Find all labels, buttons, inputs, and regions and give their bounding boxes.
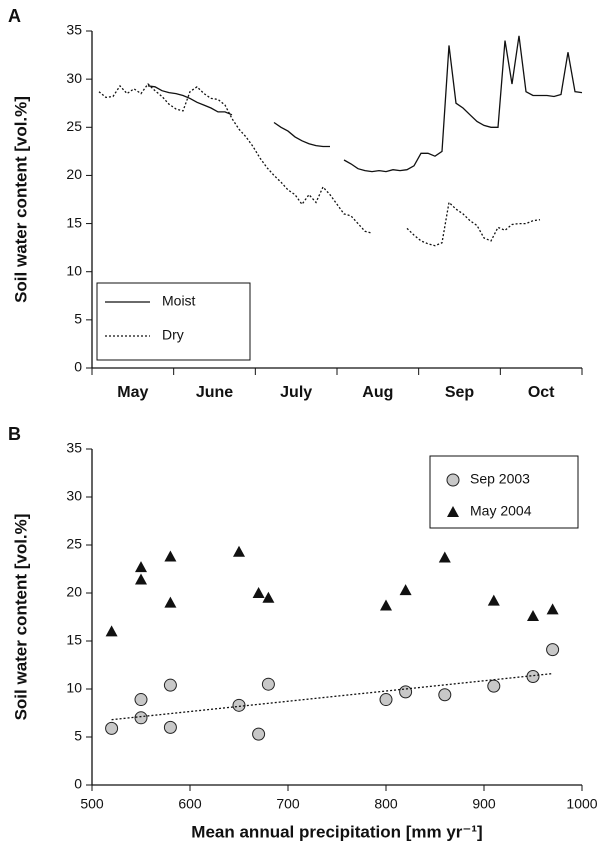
y-tick-label: 35	[66, 440, 82, 456]
point	[262, 591, 275, 603]
y-tick-label: 20	[66, 584, 82, 600]
x-axis-label: Mean annual precipitation [mm yr⁻¹]	[191, 822, 482, 841]
y-tick-label: 30	[66, 70, 82, 86]
y-tick-label: 25	[66, 536, 82, 552]
y-tick-label: 0	[74, 359, 82, 375]
legend-label: Sep 2003	[470, 471, 530, 487]
x-tick-label: Aug	[362, 384, 393, 401]
trend-line	[111, 672, 553, 721]
y-tick-label: 15	[66, 214, 82, 230]
y-tick-label: 10	[66, 680, 82, 696]
x-tick-label: 600	[178, 796, 202, 812]
point	[252, 727, 266, 741]
x-tick-label: 700	[276, 796, 300, 812]
x-tick-label: 500	[80, 796, 104, 812]
y-tick-label: 0	[74, 776, 82, 792]
point	[526, 670, 540, 684]
point	[399, 685, 413, 699]
legend-label: Moist	[162, 293, 196, 309]
point	[135, 561, 147, 573]
y-tick-label: 30	[66, 488, 82, 504]
x-tick-label: July	[280, 384, 312, 401]
y-axis-label: Soil water content [vol.%]	[11, 514, 30, 721]
point	[261, 677, 275, 691]
y-tick-label: 35	[66, 22, 82, 38]
point	[546, 603, 559, 615]
point	[546, 643, 560, 657]
legend-marker	[447, 506, 459, 517]
point	[379, 693, 393, 707]
legend-marker	[446, 473, 460, 487]
point	[380, 599, 392, 611]
point	[163, 678, 177, 692]
point	[233, 545, 245, 557]
point	[105, 625, 118, 637]
y-tick-label: 25	[66, 118, 82, 134]
x-tick-label: Sep	[445, 384, 475, 401]
point	[399, 584, 412, 596]
x-tick-label: June	[196, 384, 233, 401]
y-axis-label: Soil water content [vol.%]	[11, 96, 30, 303]
x-tick-label: 1000	[566, 796, 597, 812]
series-line	[98, 83, 541, 247]
point	[164, 550, 177, 562]
panel-label: B	[8, 424, 21, 444]
point	[527, 610, 539, 622]
point	[163, 720, 177, 734]
point	[134, 711, 148, 725]
x-tick-label: 900	[472, 796, 496, 812]
series-line	[147, 35, 583, 173]
point	[487, 679, 501, 693]
point	[487, 594, 500, 606]
y-tick-label: 5	[74, 311, 82, 327]
point	[252, 587, 265, 598]
point	[134, 693, 148, 707]
x-tick-label: Oct	[528, 384, 555, 401]
legend-label: May 2004	[470, 503, 532, 519]
point	[232, 698, 246, 712]
y-tick-label: 15	[66, 632, 82, 648]
legend-box	[96, 282, 251, 361]
x-tick-label: 800	[374, 796, 398, 812]
x-tick-label: May	[117, 384, 148, 401]
point	[135, 573, 147, 585]
y-tick-label: 5	[74, 728, 82, 744]
point	[438, 551, 451, 563]
legend-label: Dry	[162, 327, 184, 343]
y-tick-label: 10	[66, 262, 82, 278]
y-tick-label: 20	[66, 166, 82, 182]
point	[164, 596, 177, 608]
point	[438, 688, 452, 702]
point	[105, 721, 119, 735]
panel-label: A	[8, 6, 21, 26]
